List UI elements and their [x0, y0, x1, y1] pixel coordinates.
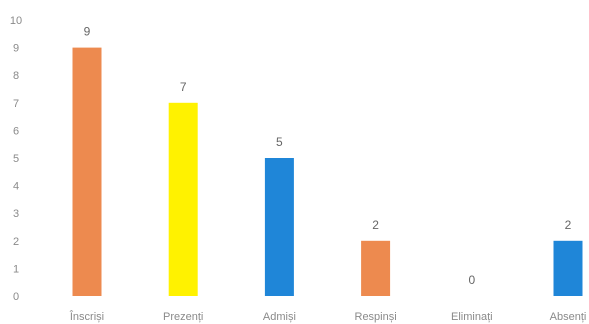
data-label: 5 [276, 135, 283, 149]
y-tick-label: 9 [13, 43, 19, 55]
data-label: 9 [84, 25, 91, 39]
x-tick-label: Absenți [550, 311, 587, 323]
y-tick-label: 3 [13, 208, 19, 220]
bar-3 [361, 240, 391, 296]
y-tick-label: 2 [13, 236, 19, 248]
y-tick-label: 8 [13, 70, 19, 82]
bar-2 [264, 158, 294, 296]
x-axis: Înscriși Prezenți Admiși Respinși Eliminați A… [69, 310, 586, 323]
data-labels-group: 9 7 5 2 0 2 [84, 25, 572, 287]
x-tick-label: Eliminați [451, 311, 493, 323]
y-axis: 0 1 2 3 4 5 6 7 8 9 10 [10, 15, 22, 303]
data-label: 2 [372, 218, 379, 232]
y-tick-label: 7 [13, 98, 19, 110]
y-tick-label: 1 [13, 263, 19, 275]
data-label: 2 [565, 218, 572, 232]
y-tick-label: 5 [13, 153, 19, 165]
x-tick-label: Înscriși [69, 310, 104, 323]
bar-0 [72, 47, 102, 296]
data-label: 0 [468, 273, 475, 287]
y-tick-label: 6 [13, 125, 19, 137]
bar-1 [168, 102, 198, 296]
bar-5 [553, 240, 583, 296]
x-tick-label: Admiși [263, 311, 296, 323]
y-tick-label: 0 [13, 291, 19, 303]
y-tick-label: 4 [13, 181, 19, 193]
x-tick-label: Prezenți [163, 311, 203, 323]
x-tick-label: Respinși [355, 311, 397, 323]
data-label: 7 [180, 80, 187, 94]
y-tick-label: 10 [10, 15, 22, 27]
bars-group [72, 47, 583, 296]
